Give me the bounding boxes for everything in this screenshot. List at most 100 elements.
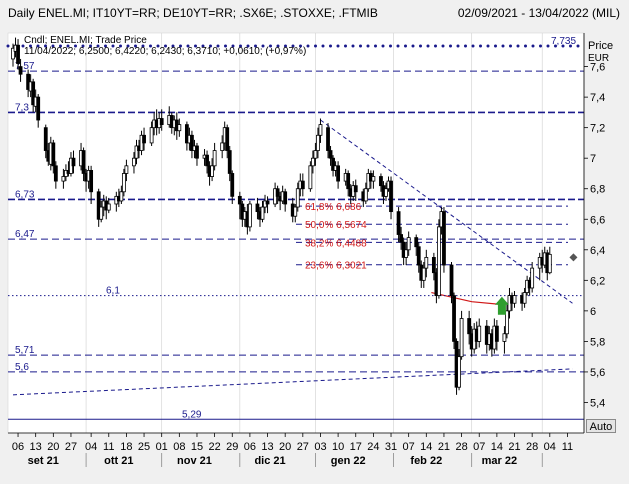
candle-body (124, 165, 129, 174)
candle (134, 139, 139, 165)
date-tick-label: 28 (526, 441, 538, 453)
candle-body (530, 267, 535, 289)
candle (379, 173, 383, 192)
candle (43, 124, 48, 159)
candle-body (61, 176, 66, 182)
candle-body (134, 145, 139, 159)
candle (16, 39, 20, 70)
candle (437, 219, 441, 299)
candle (389, 176, 393, 220)
candle (477, 318, 482, 348)
price-tick-label: 6 (590, 306, 596, 318)
candle (547, 246, 552, 275)
candle-body (502, 333, 507, 342)
candle-body (424, 257, 429, 269)
date-tick-label: 31 (385, 441, 397, 453)
plot-area[interactable] (7, 32, 585, 434)
candle-body (283, 191, 288, 205)
candle-body (99, 206, 104, 220)
candle (416, 242, 421, 273)
legend-line-1: Cndl; ENEL.MI; Trade Price (24, 35, 147, 46)
candle-body (237, 195, 242, 205)
candle (225, 124, 230, 159)
candle (159, 109, 164, 131)
date-tick-label: 06 (244, 441, 256, 453)
month-label: ott 21 (104, 455, 133, 467)
date-tick-label: 11 (103, 441, 114, 453)
candle-body (177, 124, 182, 132)
candle-body (389, 180, 393, 213)
candle (81, 147, 86, 182)
date-tick-label: 15 (191, 441, 203, 453)
candle (371, 170, 376, 189)
title-bar: Daily ENEL.MI; IT10YT=RR; DE10YT=RR; .SX… (0, 0, 629, 26)
price-tick-label: 6,6 (590, 214, 605, 226)
candle-body (505, 310, 509, 335)
candle (195, 142, 199, 166)
month-label: nov 21 (177, 455, 212, 467)
auto-scale-button[interactable]: Auto (586, 419, 616, 433)
candle-body (437, 226, 441, 296)
candle-body (512, 295, 517, 304)
level-label: 6,1 (106, 286, 120, 297)
date-tick-label: 07 (473, 441, 485, 453)
candle-body (449, 264, 454, 296)
candle (121, 168, 126, 197)
level-label: 5,6 (15, 362, 29, 373)
candle (336, 161, 341, 189)
candle-body (53, 165, 58, 182)
candle (311, 150, 315, 174)
candle (404, 242, 409, 266)
candle (212, 142, 217, 171)
candle-body (494, 325, 499, 342)
candle (265, 196, 270, 214)
candle-body (36, 96, 41, 121)
date-tick-label: 24 (367, 441, 379, 453)
level-label: 7,735 (551, 36, 576, 47)
legend-line-2: 11/04/2022; 6,2500; 6,4220; 6,2430; 6,37… (24, 46, 306, 57)
price-axis-title: Price (588, 40, 613, 52)
candle-body (421, 267, 426, 281)
candle (300, 173, 305, 197)
candle-body (371, 176, 376, 182)
candle-body (328, 150, 333, 159)
candle (260, 200, 265, 223)
candle-body (11, 47, 15, 60)
candle (53, 161, 58, 189)
candle-body (399, 234, 404, 243)
candle-body (416, 246, 421, 266)
candle-body (406, 237, 411, 251)
date-tick-label: 01 (156, 441, 168, 453)
price-tick-label: 7,2 (590, 123, 605, 135)
candle (406, 231, 411, 256)
candle (184, 121, 189, 151)
price-tick-label: 5,4 (590, 397, 605, 409)
candle-body (467, 318, 472, 335)
candle-body (265, 200, 270, 205)
candle-body (159, 118, 164, 126)
candle (149, 121, 154, 146)
candle-body (331, 157, 335, 171)
candle-body (149, 127, 154, 144)
candle (442, 207, 446, 273)
fib-label: 61,8% 6,686 (305, 202, 362, 213)
candle-body (210, 165, 214, 177)
candle-body (326, 127, 330, 151)
candle-body (220, 142, 225, 151)
date-tick-label: 10 (332, 441, 344, 453)
price-tick-label: 5,6 (590, 367, 605, 379)
candle (318, 118, 323, 143)
candle-body (457, 356, 461, 388)
candle-body (81, 150, 86, 174)
fib-label: 38,2% 6,4488 (305, 238, 367, 249)
date-tick-label: 20 (47, 441, 59, 453)
candle-body (477, 325, 482, 342)
month-gridlines (85, 33, 543, 433)
date-tick-label: 22 (208, 441, 220, 453)
candle (142, 127, 146, 151)
month-label: set 21 (28, 455, 59, 467)
candle-body (51, 142, 56, 167)
candle (190, 130, 194, 159)
candle (96, 188, 101, 227)
